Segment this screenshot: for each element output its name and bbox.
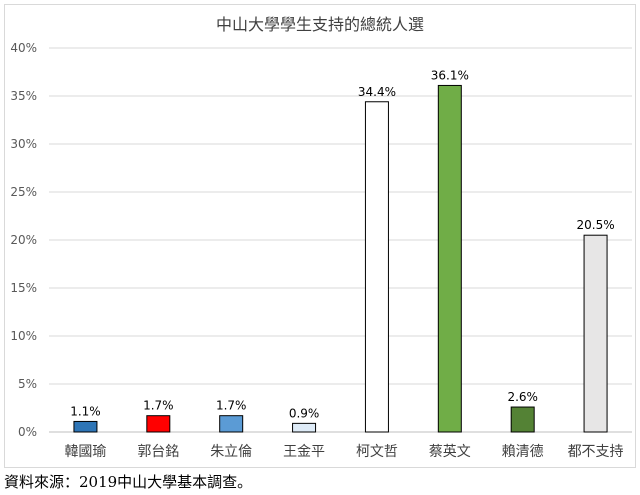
data-label: 2.6% (507, 390, 538, 404)
bar (219, 415, 244, 433)
x-tick-label: 柯文哲 (356, 444, 398, 460)
y-tick-label: 5% (18, 377, 37, 391)
y-tick-label: 40% (10, 41, 37, 55)
bar (146, 415, 171, 433)
x-tick-label: 郭台銘 (137, 443, 179, 460)
y-tick-label: 25% (10, 185, 37, 199)
data-label: 20.5% (577, 218, 615, 232)
data-label: 0.9% (289, 406, 320, 420)
chart-title: 中山大學學生支持的總統人選 (216, 15, 424, 34)
data-label: 1.7% (143, 399, 174, 413)
bar (510, 406, 535, 433)
x-tick-label: 都不支持 (568, 444, 624, 460)
bar (583, 234, 608, 433)
bar (364, 101, 389, 433)
source-note: 資料來源：2019中山大學基本調查。 (4, 473, 253, 491)
data-label: 36.1% (431, 68, 469, 82)
bars (73, 84, 608, 433)
chart-frame (4, 4, 636, 468)
y-tick-label: 0% (18, 425, 37, 439)
chart: 中山大學學生支持的總統人選 0%5%10%15%20%25%30%35%40% … (10, 15, 632, 460)
data-label: 1.1% (70, 404, 101, 418)
bar (73, 420, 98, 433)
bar (437, 84, 462, 433)
y-axis: 0% 5% 10% 15% 20% 25% 30% 35% 40% (10, 41, 37, 439)
bar (292, 422, 317, 433)
y-tick-label: 10% (10, 329, 37, 343)
x-axis: 韓國瑜 郭台銘 朱立倫 王金平 柯文哲 蔡英文 賴清德 都不支持 (64, 443, 623, 460)
y-tick-label: 15% (10, 281, 37, 295)
y-tick-label: 30% (10, 137, 37, 151)
x-tick-label: 朱立倫 (210, 444, 252, 460)
x-tick-label: 韓國瑜 (64, 444, 106, 460)
x-tick-label: 賴清德 (502, 444, 544, 460)
data-label: 34.4% (358, 85, 396, 99)
data-label: 1.7% (216, 399, 247, 413)
gridlines (49, 47, 632, 433)
data-labels: 1.1% 1.7% 1.7% 0.9% 34.4% 36.1% 2.6% 20.5% (70, 68, 614, 420)
x-tick-label: 王金平 (283, 444, 325, 460)
y-tick-label: 20% (10, 233, 37, 247)
y-tick-label: 35% (10, 89, 37, 103)
x-tick-label: 蔡英文 (429, 443, 471, 460)
